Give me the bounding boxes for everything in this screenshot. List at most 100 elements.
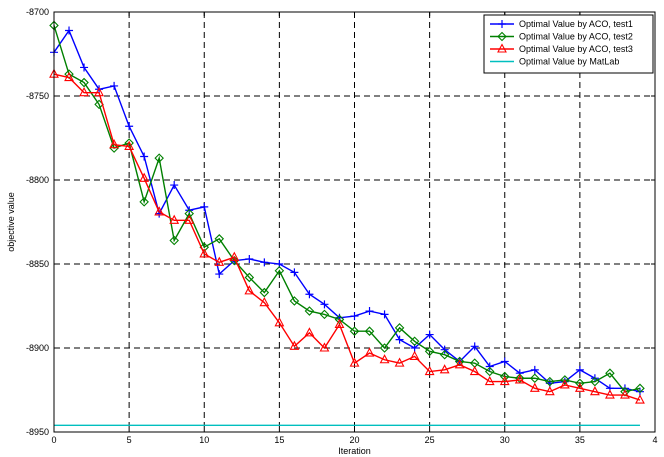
data-point xyxy=(140,152,149,161)
legend-marker xyxy=(498,20,506,28)
data-point xyxy=(424,346,435,357)
data-point xyxy=(439,364,450,374)
data-point xyxy=(80,63,89,72)
data-point xyxy=(154,153,164,163)
series-line xyxy=(53,29,641,393)
data-point xyxy=(199,242,210,252)
data-point xyxy=(485,362,494,371)
data-point xyxy=(575,365,584,374)
data-point xyxy=(169,214,180,224)
data-point xyxy=(409,336,420,347)
data-point xyxy=(379,354,390,364)
data-point xyxy=(274,265,285,276)
data-point xyxy=(574,382,585,392)
data-point xyxy=(109,139,120,149)
legend-marker xyxy=(497,31,507,42)
x-tick-label: 20 xyxy=(349,435,359,445)
data-point xyxy=(244,272,255,283)
x-tick-label: 10 xyxy=(199,435,209,445)
y-tick-label: -8800 xyxy=(26,175,49,185)
data-point xyxy=(334,318,345,329)
data-point xyxy=(304,327,315,337)
series-3 xyxy=(49,68,645,404)
legend-entry: Optimal Value by ACO, test1 xyxy=(519,19,633,29)
data-point xyxy=(199,248,210,258)
data-point xyxy=(259,296,270,307)
series-layer xyxy=(49,20,645,426)
data-point xyxy=(440,345,449,354)
data-point xyxy=(349,357,360,367)
data-point xyxy=(379,343,390,353)
data-point xyxy=(350,312,359,321)
data-point xyxy=(109,143,119,153)
y-tick-label: -8700 xyxy=(26,7,49,17)
data-point xyxy=(605,368,615,378)
data-point xyxy=(65,26,74,35)
data-point xyxy=(500,357,509,366)
data-point xyxy=(545,376,555,387)
x-tick-label: 25 xyxy=(425,435,435,445)
data-point xyxy=(139,172,150,182)
data-point xyxy=(424,365,435,376)
x-tick-label: 0 xyxy=(51,435,56,445)
data-point xyxy=(244,285,255,295)
data-point xyxy=(349,326,360,336)
y-tick-label: -8900 xyxy=(26,343,49,353)
legend: Optimal Value by ACO, test1 Optimal Value… xyxy=(483,14,654,74)
data-point xyxy=(380,310,389,319)
x-tick-label: 35 xyxy=(575,435,585,445)
data-point xyxy=(184,208,195,219)
data-point xyxy=(620,389,630,399)
data-point xyxy=(304,306,315,316)
data-point xyxy=(215,270,224,279)
data-point xyxy=(514,374,525,384)
data-point xyxy=(635,383,645,394)
data-point xyxy=(409,350,420,360)
x-axis-label: Iteration xyxy=(338,446,371,456)
data-point xyxy=(79,86,89,97)
y-tick-label: -8750 xyxy=(26,91,49,101)
data-point xyxy=(439,349,450,360)
data-point xyxy=(319,309,330,320)
data-point xyxy=(320,300,329,309)
data-point xyxy=(470,342,479,351)
x-tick-label: 30 xyxy=(500,435,510,445)
data-point xyxy=(605,389,615,399)
data-point xyxy=(169,235,179,246)
data-point xyxy=(170,181,179,190)
series-line xyxy=(53,73,641,401)
series-line xyxy=(53,25,641,393)
data-point xyxy=(110,81,119,90)
y-tick-label: -8950 xyxy=(26,427,49,437)
data-point xyxy=(229,251,240,261)
data-point xyxy=(575,378,585,389)
data-point xyxy=(290,268,299,277)
data-point xyxy=(184,214,195,224)
data-point xyxy=(319,342,330,352)
data-point xyxy=(289,296,300,306)
data-point xyxy=(79,77,89,88)
data-point xyxy=(214,256,225,266)
data-point xyxy=(530,373,540,384)
data-point xyxy=(499,375,510,386)
data-point xyxy=(484,366,495,377)
x-tick-label: 5 xyxy=(127,435,132,445)
grid xyxy=(54,12,655,432)
data-point xyxy=(469,365,480,376)
data-point xyxy=(200,202,209,211)
legend-entry: Optimal Value by MatLab xyxy=(519,57,619,67)
data-point xyxy=(125,122,134,131)
data-point xyxy=(260,258,269,267)
data-point xyxy=(154,206,165,216)
data-point xyxy=(364,326,375,336)
data-point xyxy=(499,371,510,382)
data-point xyxy=(589,386,600,396)
data-point xyxy=(229,255,240,266)
x-tick-label: 15 xyxy=(274,435,284,445)
data-point xyxy=(94,86,104,97)
data-point xyxy=(365,307,374,316)
data-point xyxy=(484,375,495,386)
y-axis-label: objective value xyxy=(6,192,16,252)
data-point xyxy=(364,347,375,357)
